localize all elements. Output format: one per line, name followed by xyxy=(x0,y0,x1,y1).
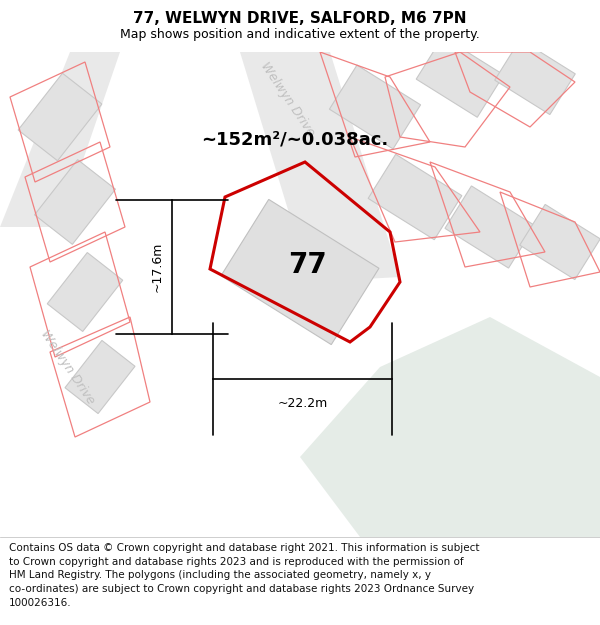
Polygon shape xyxy=(240,52,400,282)
Text: Welwyn Drive: Welwyn Drive xyxy=(38,328,98,406)
Text: ~22.2m: ~22.2m xyxy=(277,397,328,410)
Text: Contains OS data © Crown copyright and database right 2021. This information is : Contains OS data © Crown copyright and d… xyxy=(9,543,479,608)
Text: 77: 77 xyxy=(289,251,328,279)
Text: Map shows position and indicative extent of the property.: Map shows position and indicative extent… xyxy=(120,28,480,41)
Polygon shape xyxy=(0,52,120,227)
Polygon shape xyxy=(445,186,535,268)
Polygon shape xyxy=(221,199,379,344)
Polygon shape xyxy=(47,253,123,331)
Polygon shape xyxy=(300,317,600,537)
Polygon shape xyxy=(368,154,462,240)
Polygon shape xyxy=(35,159,115,244)
Text: ~17.6m: ~17.6m xyxy=(151,242,164,292)
Polygon shape xyxy=(18,73,102,161)
Polygon shape xyxy=(65,341,135,414)
Text: Welwyn Drive: Welwyn Drive xyxy=(259,59,317,139)
Polygon shape xyxy=(495,39,575,114)
Text: 77, WELWYN DRIVE, SALFORD, M6 7PN: 77, WELWYN DRIVE, SALFORD, M6 7PN xyxy=(133,11,467,26)
Polygon shape xyxy=(416,37,504,118)
Text: ~152m²/~0.038ac.: ~152m²/~0.038ac. xyxy=(202,130,389,148)
Polygon shape xyxy=(329,65,421,149)
Polygon shape xyxy=(520,204,600,279)
